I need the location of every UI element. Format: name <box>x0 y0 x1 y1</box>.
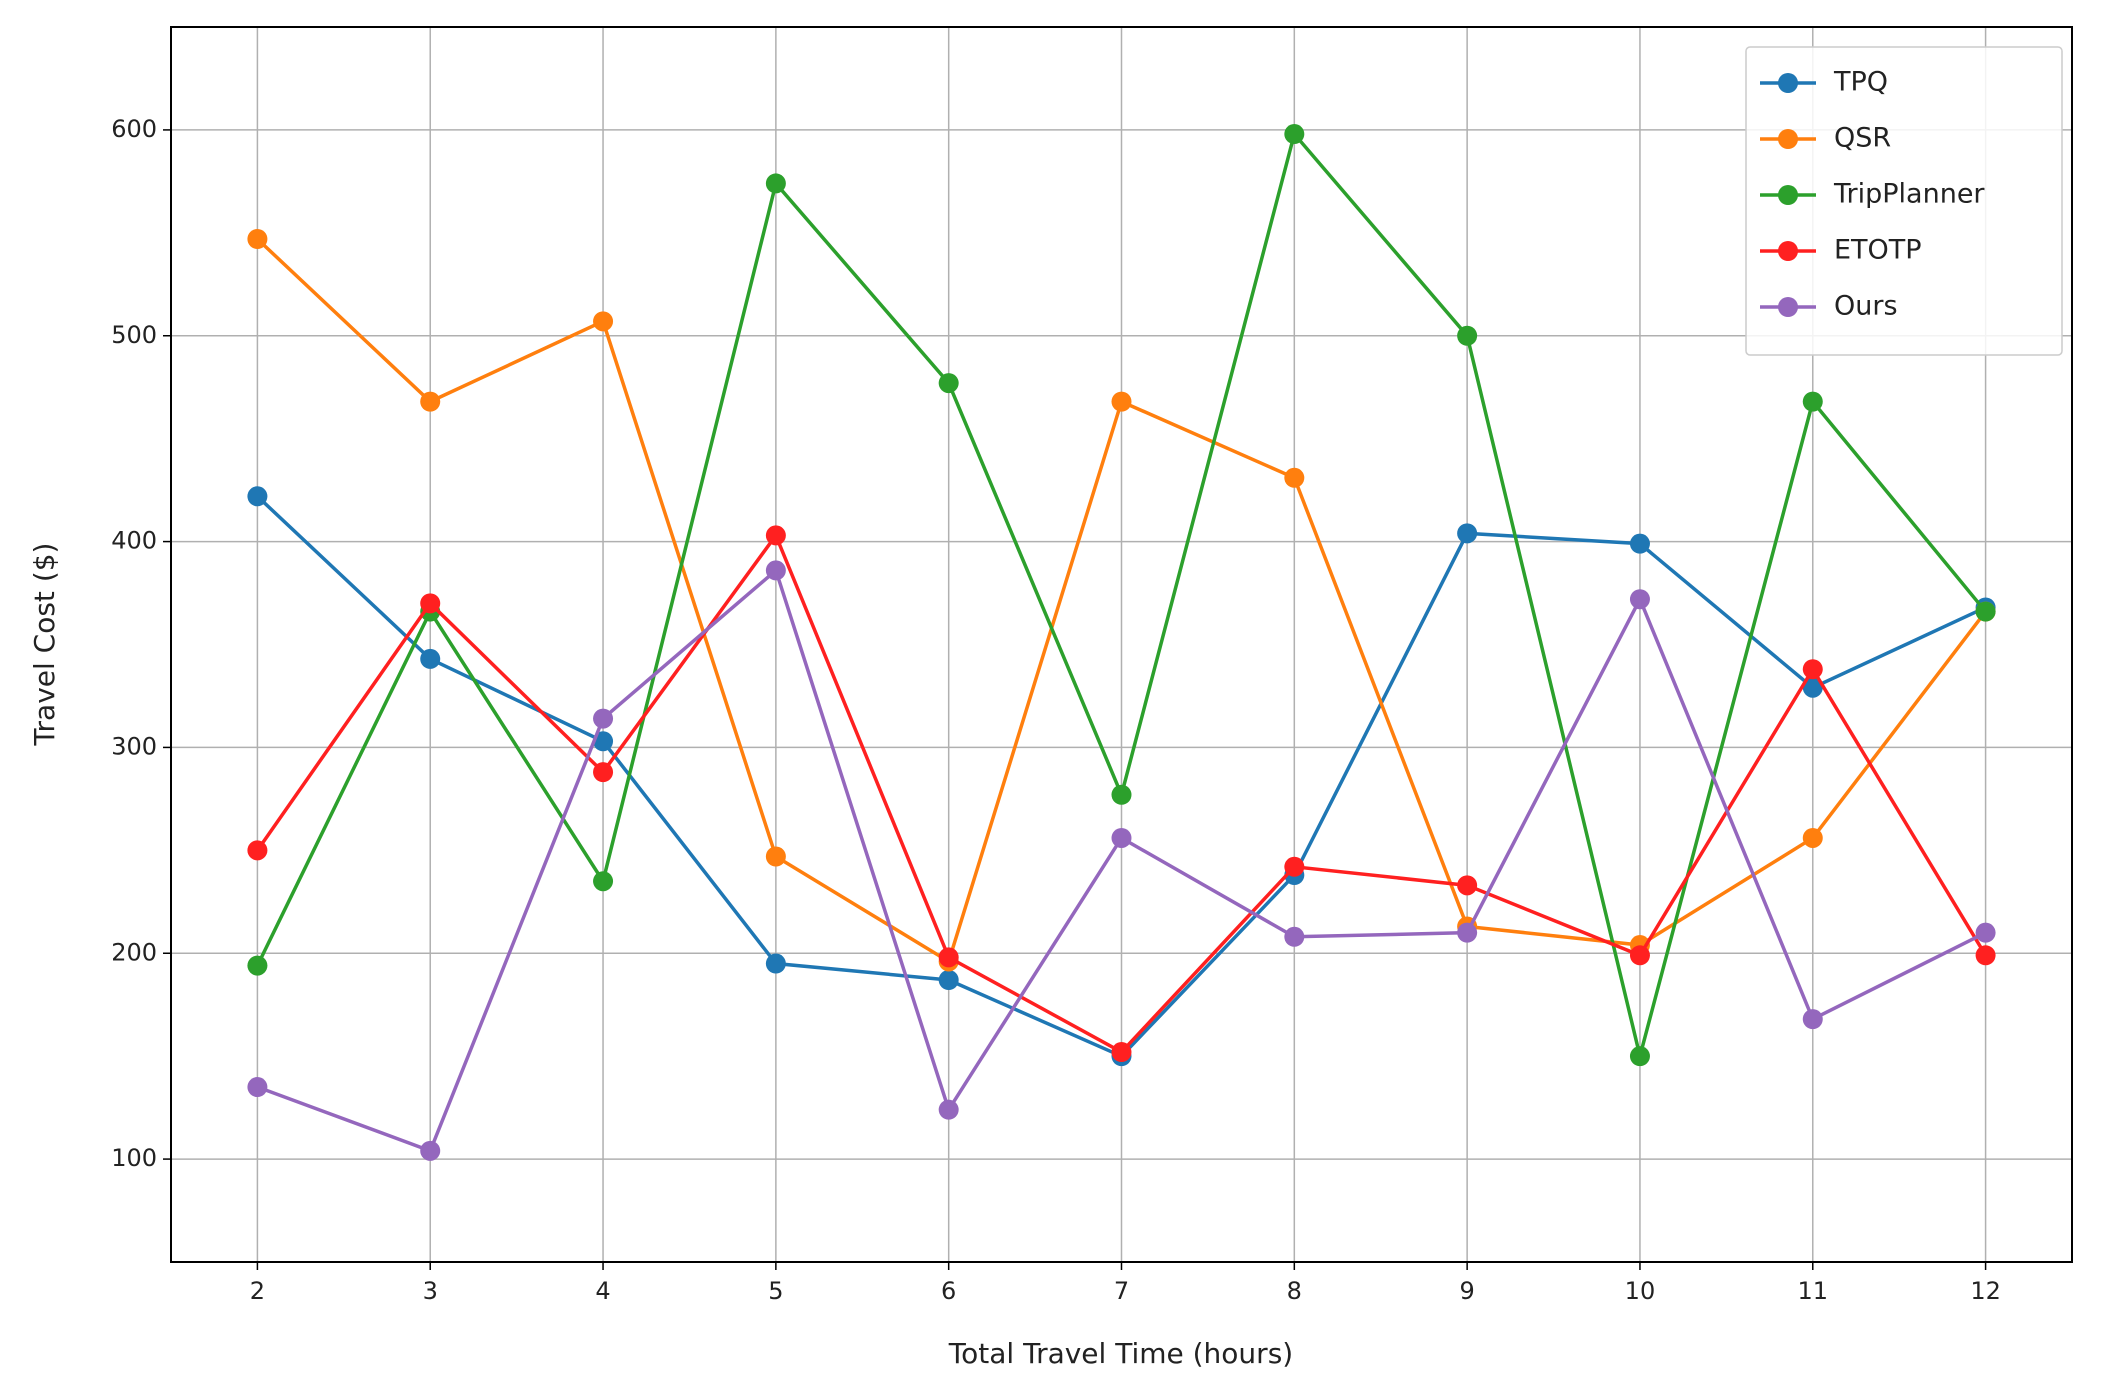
point <box>420 593 441 614</box>
legend-marker <box>1778 297 1798 317</box>
point <box>1111 784 1132 805</box>
point <box>1284 467 1305 488</box>
x-tick-label: 6 <box>941 1277 956 1305</box>
legend-marker <box>1778 241 1798 261</box>
legend-label: QSR <box>1834 123 1891 154</box>
x-tick-label: 2 <box>250 1277 265 1305</box>
point <box>1111 1042 1132 1063</box>
point <box>1802 1009 1823 1030</box>
point <box>593 708 614 729</box>
point <box>593 871 614 892</box>
point <box>938 947 959 968</box>
x-tick-label: 5 <box>768 1277 783 1305</box>
point <box>765 525 786 546</box>
point <box>938 1099 959 1120</box>
y-tick-label: 300 <box>111 732 157 760</box>
x-tick-label: 3 <box>423 1277 438 1305</box>
point <box>1975 601 1996 622</box>
legend-marker <box>1778 185 1798 205</box>
x-tick-label: 10 <box>1625 1277 1656 1305</box>
point <box>247 955 268 976</box>
point <box>1629 1046 1650 1067</box>
point <box>1802 659 1823 680</box>
x-tick-label: 8 <box>1287 1277 1302 1305</box>
legend-label: TPQ <box>1833 67 1888 98</box>
point <box>420 648 441 669</box>
point <box>1284 124 1305 145</box>
point <box>765 846 786 867</box>
point <box>247 1077 268 1098</box>
point <box>247 486 268 507</box>
legend-marker <box>1778 129 1798 149</box>
legend: TPQ QSR TripPlanner ETOTP Ours <box>1745 46 2063 356</box>
y-tick-label: 200 <box>111 938 157 966</box>
point <box>765 560 786 581</box>
legend-label: Ours <box>1834 291 1898 322</box>
point <box>1111 391 1132 412</box>
plot-frame <box>170 26 2073 1263</box>
point <box>1629 533 1650 554</box>
point <box>1975 922 1996 943</box>
x-tick-label: 7 <box>1114 1277 1129 1305</box>
point <box>1802 677 1823 698</box>
legend-box <box>1745 46 2063 356</box>
point <box>593 762 614 783</box>
y-tick-label: 100 <box>111 1144 157 1172</box>
point <box>1802 391 1823 412</box>
point <box>938 373 959 394</box>
point <box>1284 856 1305 877</box>
point <box>1457 922 1478 943</box>
point <box>420 1140 441 1161</box>
point <box>420 391 441 412</box>
point <box>593 731 614 752</box>
point <box>1111 827 1132 848</box>
point <box>765 173 786 194</box>
x-tick-label: 9 <box>1459 1277 1474 1305</box>
point <box>1284 926 1305 947</box>
x-axis-label: Total Travel Time (hours) <box>948 1337 1293 1370</box>
x-tick-label: 11 <box>1797 1277 1828 1305</box>
point <box>593 311 614 332</box>
point <box>1629 945 1650 966</box>
legend-label: ETOTP <box>1834 235 1922 266</box>
legend-marker <box>1778 73 1798 93</box>
point <box>765 953 786 974</box>
point <box>1457 325 1478 346</box>
point <box>1975 945 1996 966</box>
point <box>247 840 268 861</box>
x-tick-label: 12 <box>1970 1277 2001 1305</box>
y-tick-label: 400 <box>111 527 157 555</box>
legend-label: TripPlanner <box>1833 179 1985 210</box>
x-tick-label: 4 <box>595 1277 610 1305</box>
point <box>1457 875 1478 896</box>
point <box>1802 827 1823 848</box>
point <box>247 229 268 250</box>
point <box>1629 589 1650 610</box>
y-tick-label: 500 <box>111 321 157 349</box>
y-axis-label: Travel Cost ($) <box>28 543 61 747</box>
y-tick-label: 600 <box>111 115 157 143</box>
point <box>1457 523 1478 544</box>
point <box>938 970 959 991</box>
